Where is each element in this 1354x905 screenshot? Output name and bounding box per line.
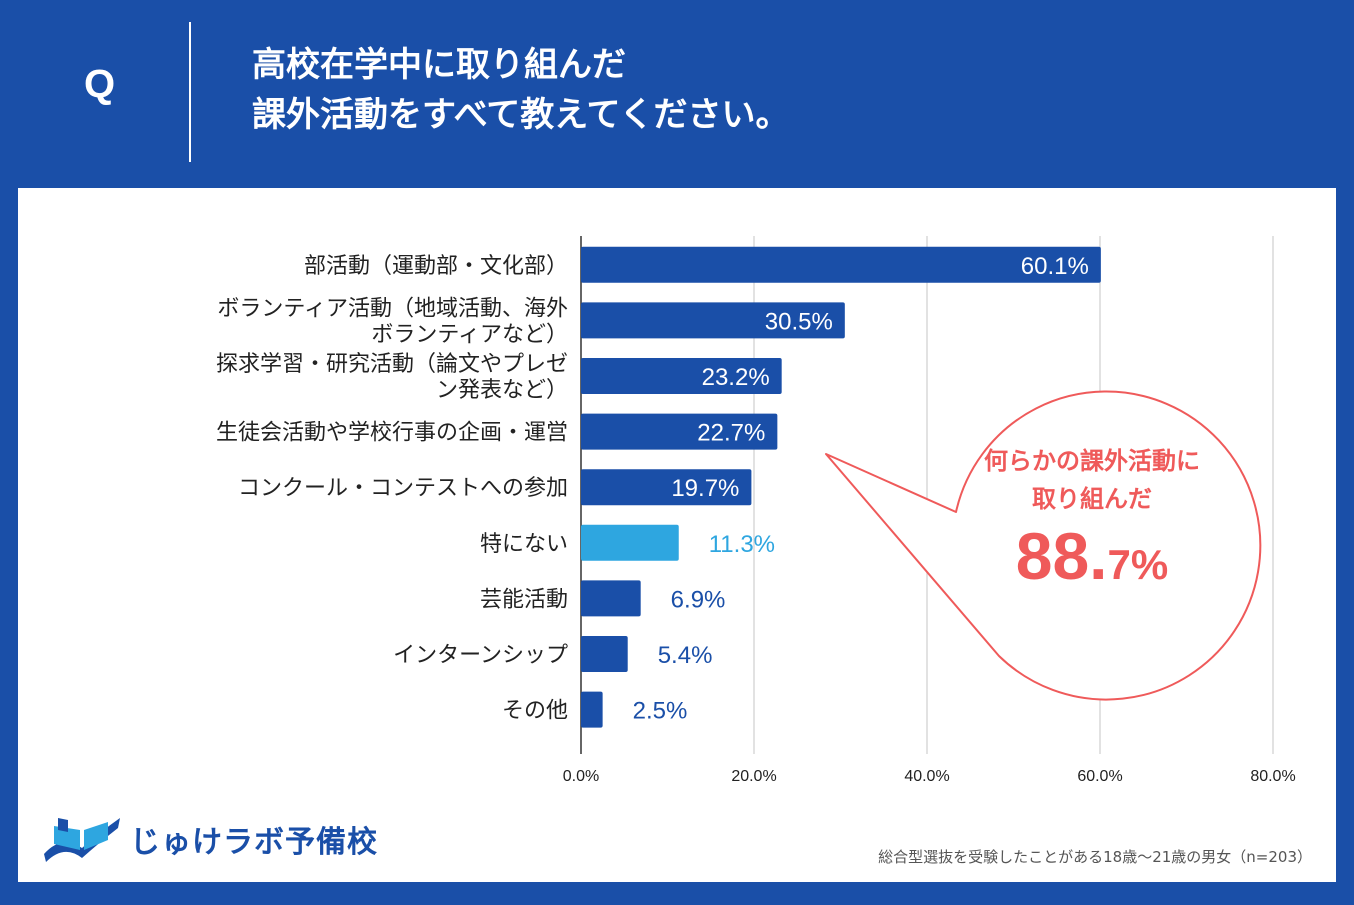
category-label-line: 芸能活動 [480, 587, 568, 612]
category-label-line: ボランティア活動（地域活動、海外 [217, 296, 568, 321]
value-label: 23.2% [702, 364, 770, 391]
value-label: 22.7% [697, 420, 765, 447]
category-label-line: ン発表など） [436, 378, 568, 403]
value-label: 19.7% [671, 475, 739, 502]
category-label: 部活動（運動部・文化部） [304, 254, 568, 279]
bar [581, 691, 603, 728]
question-title-line2: 課外活動をすべて教えてください。 [252, 95, 790, 135]
bar-chart: 部活動（運動部・文化部） 60.1% ボランティア活動（地域活動、海外ボランティアな… [216, 236, 1296, 785]
question-title-line1: 高校在学中に取り組んだ [252, 45, 626, 85]
callout-value: 88.7% [922, 518, 1262, 594]
question-marker: Q [84, 62, 116, 106]
category-label-line: ボランティアなど） [371, 322, 568, 347]
value-label: 5.4% [658, 642, 713, 669]
bar [581, 302, 845, 339]
category-label: 生徒会活動や学校行事の企画・運営 [216, 421, 568, 446]
bar [581, 636, 628, 672]
question-title: 高校在学中に取り組んだ 課外活動をすべて教えてください。 [252, 40, 790, 140]
x-tick-label: 80.0% [1250, 768, 1295, 785]
tick-layer: 0.0% 20.0% 40.0% 60.0% 80.0% [563, 768, 1296, 785]
category-label: 芸能活動 [480, 587, 568, 612]
x-tick-label: 0.0% [563, 768, 599, 785]
brand-logo: じゅけラボ予備校 [38, 808, 378, 870]
callout-value-small: 7% [1107, 541, 1169, 588]
x-tick-label: 40.0% [904, 768, 949, 785]
category-label: コンクール・コンテストへの参加 [238, 476, 568, 501]
value-label: 6.9% [671, 586, 726, 613]
callout-bubble [825, 390, 1262, 701]
value-label: 60.1% [1021, 253, 1089, 280]
open-book-icon [44, 818, 120, 862]
category-label-line: コンクール・コンテストへの参加 [238, 476, 568, 501]
category-label-line: 特にない [480, 532, 568, 557]
bar [581, 469, 752, 506]
value-label: 11.3% [709, 531, 775, 558]
category-label: 探求学習・研究活動（論文やプレゼン発表など） [216, 352, 568, 403]
bar-layer [581, 246, 1101, 728]
bar [581, 358, 782, 394]
x-tick-label: 60.0% [1077, 768, 1122, 785]
bar [581, 524, 679, 561]
category-label-line: 部活動（運動部・文化部） [304, 254, 568, 279]
callout-line2: 取り組んだ [1032, 485, 1152, 513]
category-label: インターンシップ [393, 643, 568, 668]
callout-line1: 何らかの課外活動に [984, 447, 1200, 475]
brand-name: じゅけラボ予備校 [130, 825, 378, 860]
category-label: 特にない [480, 532, 568, 557]
category-label-line: 生徒会活動や学校行事の企画・運営 [216, 421, 568, 446]
bar [581, 580, 641, 617]
callout-value-main: 88. [1015, 519, 1108, 593]
callout-text: 何らかの課外活動に 取り組んだ [922, 442, 1262, 518]
chart-panel: 部活動（運動部・文化部） 60.1% ボランティア活動（地域活動、海外ボランティアな… [18, 188, 1336, 882]
bar [581, 413, 778, 450]
category-label: ボランティア活動（地域活動、海外ボランティアなど） [217, 296, 568, 347]
label-layer: 部活動（運動部・文化部） 60.1% ボランティア活動（地域活動、海外ボランティアな… [216, 253, 1089, 725]
category-label-line: インターンシップ [393, 643, 568, 668]
bar [581, 246, 1101, 283]
category-label: その他 [502, 699, 568, 724]
header-divider [189, 22, 191, 162]
category-label-line: 探求学習・研究活動（論文やプレゼ [216, 352, 568, 377]
value-label: 30.5% [765, 308, 833, 335]
x-tick-label: 20.0% [731, 768, 776, 785]
sample-footnote: 総合型選抜を受験したことがある18歳～21歳の男女（n=203） [878, 848, 1312, 866]
category-label-line: その他 [502, 699, 568, 724]
value-label: 2.5% [633, 698, 688, 725]
